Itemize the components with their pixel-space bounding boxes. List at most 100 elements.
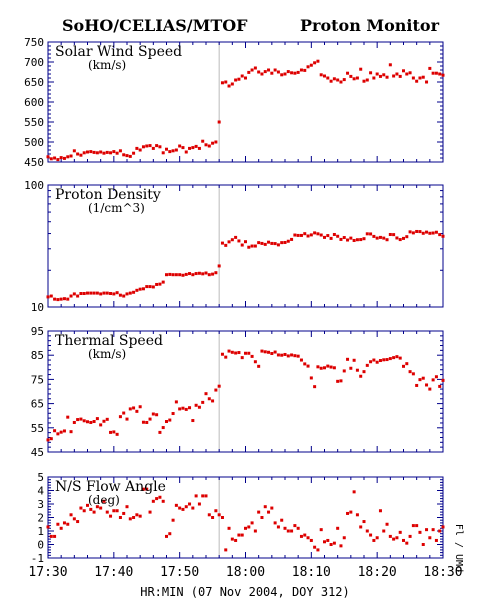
data-point: [359, 525, 362, 528]
data-point: [290, 353, 293, 356]
data-point: [363, 370, 366, 373]
data-point: [382, 73, 385, 76]
data-point: [208, 145, 211, 148]
panel-unit: (1/cm^3): [88, 201, 145, 215]
y-tick-label: 4: [37, 485, 44, 498]
data-point: [241, 534, 244, 537]
data-point: [280, 354, 283, 357]
data-point: [257, 365, 260, 368]
data-point: [257, 71, 260, 74]
data-point: [369, 534, 372, 537]
data-point: [162, 281, 165, 284]
data-point: [96, 292, 99, 295]
data-point: [139, 405, 142, 408]
data-point: [66, 155, 69, 158]
data-point: [267, 351, 270, 354]
y-tick-label: 5: [37, 471, 44, 484]
data-point: [333, 77, 336, 80]
data-point: [109, 515, 112, 518]
data-point: [244, 77, 247, 80]
data-point: [165, 273, 168, 276]
data-point: [53, 157, 56, 160]
data-point: [205, 494, 208, 497]
data-point: [395, 536, 398, 539]
data-point: [122, 153, 125, 156]
data-point: [234, 79, 237, 82]
data-point: [418, 531, 421, 534]
data-point: [93, 151, 96, 154]
data-point: [83, 292, 86, 295]
data-point: [415, 524, 418, 527]
data-point: [293, 354, 296, 357]
data-point: [257, 241, 260, 244]
data-point: [356, 513, 359, 516]
data-point: [47, 525, 50, 528]
data-point: [56, 298, 59, 301]
data-point: [415, 230, 418, 233]
data-point: [382, 237, 385, 240]
data-point: [346, 72, 349, 75]
data-point: [251, 355, 254, 358]
data-point: [293, 524, 296, 527]
data-point: [343, 536, 346, 539]
data-point: [208, 273, 211, 276]
y-tick-label: 550: [24, 116, 44, 129]
data-point: [218, 264, 221, 267]
x-tick-label: 18:20: [358, 565, 397, 580]
data-point: [336, 527, 339, 530]
data-point: [201, 494, 204, 497]
data-point: [244, 240, 247, 243]
data-point: [251, 245, 254, 248]
data-point: [343, 369, 346, 372]
data-point: [412, 231, 415, 234]
data-point: [178, 407, 181, 410]
data-point: [372, 235, 375, 238]
data-point: [418, 230, 421, 233]
data-point: [149, 418, 152, 421]
data-point: [132, 516, 135, 519]
y-tick-label: 600: [24, 96, 44, 109]
data-point: [158, 283, 161, 286]
data-point: [379, 509, 382, 512]
data-point: [402, 539, 405, 542]
data-point: [112, 292, 115, 295]
data-point: [274, 521, 277, 524]
data-point: [142, 421, 145, 424]
data-point: [422, 76, 425, 79]
data-point: [214, 271, 217, 274]
data-point: [228, 240, 231, 243]
y-tick-label: 650: [24, 76, 44, 89]
data-point: [158, 145, 161, 148]
data-point: [372, 359, 375, 362]
data-point: [260, 516, 263, 519]
data-point: [99, 151, 102, 154]
data-point: [205, 271, 208, 274]
data-point: [244, 527, 247, 530]
data-point: [132, 406, 135, 409]
data-point: [129, 517, 132, 520]
data-point: [300, 535, 303, 538]
data-point: [382, 530, 385, 533]
data-point: [211, 142, 214, 145]
data-point: [270, 72, 273, 75]
data-point: [241, 75, 244, 78]
data-point: [303, 69, 306, 72]
data-point: [353, 490, 356, 493]
data-point: [300, 359, 303, 362]
data-point: [99, 423, 102, 426]
data-point: [178, 145, 181, 148]
data-point: [277, 525, 280, 528]
data-point: [412, 372, 415, 375]
y-tick-label: 3: [37, 498, 44, 511]
data-point: [195, 404, 198, 407]
data-point: [168, 532, 171, 535]
data-point: [359, 375, 362, 378]
data-point: [389, 357, 392, 360]
data-point: [237, 534, 240, 537]
data-point: [129, 292, 132, 295]
data-point: [211, 516, 214, 519]
data-point: [119, 516, 122, 519]
data-point: [66, 416, 69, 419]
data-point: [251, 521, 254, 524]
data-point: [254, 67, 257, 70]
